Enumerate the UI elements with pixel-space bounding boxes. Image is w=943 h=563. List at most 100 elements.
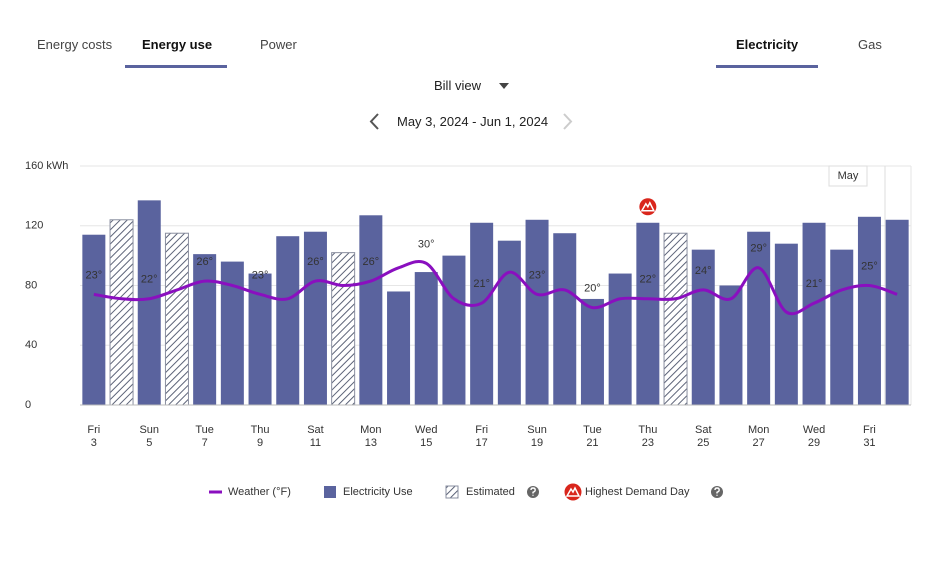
x-tick-label: 31 [863, 437, 875, 449]
legend-label: Estimated [466, 486, 515, 498]
tab[interactable]: Energy costs [37, 37, 113, 52]
x-tick-label: 15 [420, 437, 432, 449]
bar [857, 216, 881, 405]
x-tick-label: 13 [365, 437, 377, 449]
dropdown-caret[interactable] [499, 83, 509, 90]
demand-icon-peak [565, 486, 581, 497]
weather-label: 22° [640, 274, 657, 286]
x-tick-weekday: Thu [251, 424, 270, 436]
bar [248, 273, 272, 405]
bar [137, 200, 161, 405]
help-icon-glyph [530, 487, 536, 496]
next-button[interactable] [562, 113, 574, 130]
legend-label: Weather (°F) [228, 486, 291, 498]
bar [885, 219, 909, 405]
weather-label: 30° [418, 238, 435, 250]
help-icon[interactable] [527, 486, 539, 498]
x-tick-weekday: Wed [803, 424, 825, 436]
prev-button[interactable] [368, 113, 380, 130]
tab-underline [716, 65, 818, 68]
weather-line [93, 259, 898, 316]
x-tick-weekday: Tue [195, 424, 214, 436]
x-tick-weekday: Mon [748, 424, 769, 436]
weather-label: 21° [473, 278, 490, 290]
bar [608, 273, 632, 405]
x-tick-label: 5 [146, 437, 152, 449]
x-tick-weekday: Mon [360, 424, 381, 436]
x-tick-label: 29 [808, 437, 820, 449]
bar [636, 222, 660, 405]
estimated-bar [164, 232, 189, 406]
tab[interactable]: Gas [858, 37, 882, 52]
weather-label: 23° [529, 269, 546, 281]
tab[interactable]: Energy use [142, 37, 213, 52]
x-tick-label: 23 [642, 437, 654, 449]
legend-label: Electricity Use [343, 486, 413, 498]
x-tick-weekday: Tue [583, 424, 602, 436]
bar [442, 255, 466, 405]
bar [414, 272, 438, 405]
bar [525, 219, 549, 405]
x-tick-weekday: Sat [695, 424, 712, 436]
view-dropdown[interactable]: Bill view [434, 78, 481, 93]
demand-icon-peak [640, 201, 656, 212]
bar [747, 231, 771, 405]
bar [830, 249, 854, 405]
legend-demand-swatch [564, 483, 582, 501]
y-tick-label: 80 [25, 279, 37, 291]
month-marker-box [828, 165, 868, 187]
tab[interactable]: Electricity [736, 37, 799, 52]
bar [220, 261, 244, 405]
bar [802, 222, 826, 405]
date-range: May 3, 2024 - Jun 1, 2024 [397, 114, 549, 129]
bar [276, 236, 300, 405]
x-tick-weekday: Sun [527, 424, 547, 436]
bar [774, 243, 798, 405]
month-marker-label: May [838, 170, 859, 182]
x-tick-weekday: Sat [307, 424, 324, 436]
weather-label: 22° [141, 274, 158, 286]
x-tick-weekday: Fri [863, 424, 876, 436]
bar [553, 233, 577, 405]
tab[interactable]: Power [260, 37, 297, 52]
weather-label: 29° [750, 243, 767, 255]
y-tick-label: 40 [25, 339, 37, 351]
y-tick-label: 160 kWh [25, 160, 68, 172]
x-tick-label: 9 [257, 437, 263, 449]
weather-label: 23° [252, 269, 269, 281]
x-tick-weekday: Fri [475, 424, 488, 436]
bar [387, 291, 411, 405]
weather-label: 20° [584, 283, 601, 295]
y-tick-label: 0 [25, 399, 31, 411]
legend-bar-swatch [324, 486, 336, 498]
weather-label: 21° [806, 278, 823, 290]
x-tick-label: 17 [476, 437, 488, 449]
bar [193, 254, 217, 405]
x-tick-label: 25 [697, 437, 709, 449]
bar [303, 231, 327, 405]
x-tick-label: 19 [531, 437, 543, 449]
weather-label: 26° [196, 256, 213, 268]
x-tick-weekday: Thu [638, 424, 657, 436]
legend-hatch-swatch [445, 485, 459, 499]
estimated-bar [109, 219, 134, 406]
bar [470, 222, 494, 405]
legend-label: Highest Demand Day [585, 486, 690, 498]
weather-label: 24° [695, 265, 712, 277]
y-tick-label: 120 [25, 220, 43, 232]
estimated-bar [331, 252, 356, 406]
bar [580, 298, 604, 405]
x-tick-weekday: Sun [139, 424, 159, 436]
bar [497, 240, 521, 405]
weather-label: 25° [861, 260, 878, 272]
bar [82, 234, 106, 405]
help-icon[interactable] [711, 486, 723, 498]
x-tick-weekday: Fri [87, 424, 100, 436]
help-icon-glyph [714, 487, 720, 496]
x-tick-label: 11 [310, 437, 321, 449]
x-tick-label: 27 [753, 437, 765, 449]
x-tick-weekday: Wed [415, 424, 437, 436]
weather-label: 26° [363, 256, 380, 268]
